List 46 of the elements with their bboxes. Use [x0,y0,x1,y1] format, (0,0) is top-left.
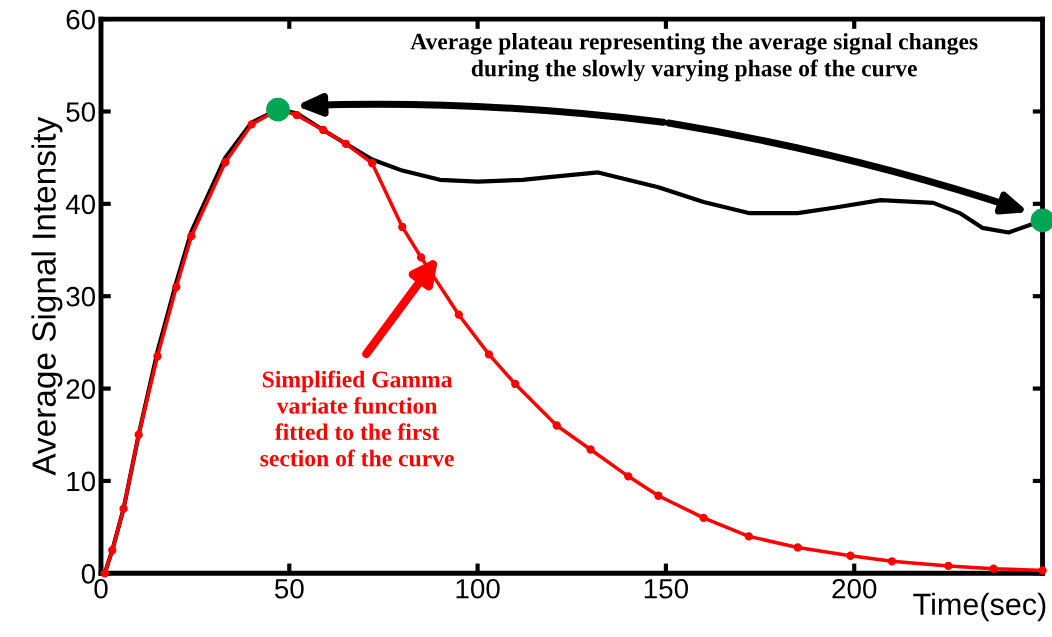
point [172,282,181,292]
annotation: Average plateau representing the average signal changes during the slowly varying phase of the curve [410,32,978,82]
point [1030,208,1052,233]
point [119,504,128,513]
point [793,543,802,552]
point [744,532,753,541]
y-tick-label: 10 [67,471,96,492]
x-tick-label: 150 [644,578,688,599]
y-tick-label: 40 [65,194,96,215]
point [484,350,494,359]
y-axis-title: Average Signal Intensity [31,116,63,476]
point [846,551,855,560]
point [398,222,407,232]
point [319,125,328,135]
point [221,158,230,167]
point [416,253,426,262]
y-tick-label: 60 [66,9,96,30]
y-tick-label: 30 [66,286,96,307]
annotation: Simplified Gamma variate function fitted to the first section of the curve [260,370,454,467]
point [654,491,663,500]
point [134,430,143,439]
point [341,139,350,148]
point [1038,566,1047,575]
point [586,445,595,454]
point [552,421,561,430]
y-tick-label: 20 [66,379,96,399]
y-tick-label: 0 [81,563,96,584]
point [887,557,897,566]
point [624,472,633,481]
point [944,561,953,571]
point [153,352,162,361]
x-axis-title: Time(sec) [913,592,1046,622]
point [247,120,256,129]
y-tick-label: 50 [66,102,96,122]
point [292,111,301,120]
x-tick-label: 200 [832,578,877,599]
point [511,379,520,389]
point [454,310,463,319]
x-tick-label: 100 [456,578,500,599]
x-tick-label: 50 [274,578,304,599]
point [699,513,708,523]
point [367,159,377,168]
point [187,232,196,241]
point [108,546,117,555]
point [266,97,290,122]
point [989,564,998,573]
